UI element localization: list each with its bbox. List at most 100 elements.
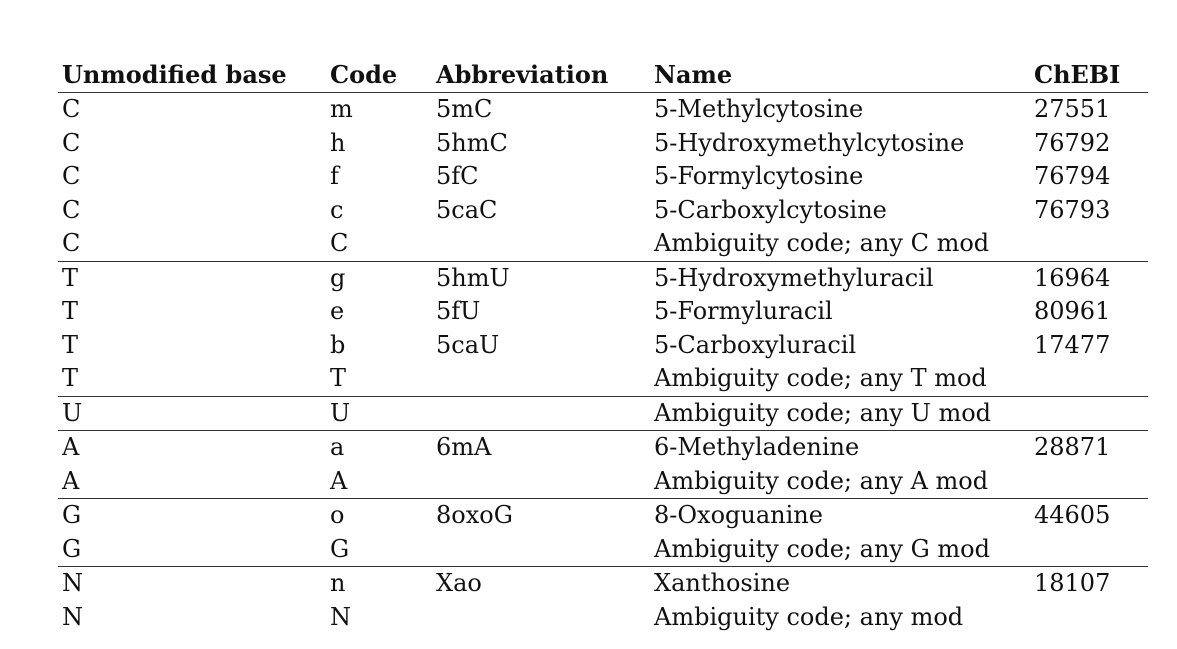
cell-code: n xyxy=(330,569,346,597)
cell-name: 5-Formylcytosine xyxy=(654,162,864,190)
cell-name: Xanthosine xyxy=(654,569,791,597)
cell-abbreviation: Xao xyxy=(436,569,482,597)
cell-code: a xyxy=(330,433,345,461)
cell-abbreviation: 5fU xyxy=(436,297,481,325)
cell-code: o xyxy=(330,501,345,529)
table-row: C m 5mC 5-Methylcytosine 27551 xyxy=(58,93,1148,127)
cell-unmodified-base: T xyxy=(62,330,79,359)
cell-name: Ambiguity code; any C mod xyxy=(650,227,1030,262)
header-name: Name xyxy=(650,58,1030,93)
table-row: T g 5hmU 5-Hydroxymethyluracil 16964 xyxy=(58,261,1148,295)
header-chebi: ChEBI xyxy=(1030,58,1148,93)
cell-unmodified-base: T xyxy=(62,297,79,325)
cell-abbreviation: 5mC xyxy=(436,95,493,123)
cell-chebi: 76793 xyxy=(1034,195,1111,224)
table-body: C m 5mC 5-Methylcytosine 27551 C h 5hmC … xyxy=(58,93,1148,635)
cell-name: Ambiguity code; any U mod xyxy=(650,396,1030,431)
cell-unmodified-base: G xyxy=(62,501,82,529)
cell-chebi xyxy=(1030,464,1148,499)
cell-code: m xyxy=(330,95,353,123)
cell-unmodified-base: G xyxy=(58,532,326,567)
cell-chebi: 28871 xyxy=(1034,433,1111,461)
header-code: Code xyxy=(326,58,432,93)
modified-base-table-container: Unmodified base Code Abbreviation Name C… xyxy=(58,58,1148,634)
table-row: T T Ambiguity code; any T mod xyxy=(58,362,1148,397)
cell-code: g xyxy=(330,263,346,292)
table-row: C f 5fC 5-Formylcytosine 76794 xyxy=(58,160,1148,194)
cell-abbreviation xyxy=(432,362,650,397)
cell-chebi: 76794 xyxy=(1034,162,1111,190)
cell-unmodified-base: N xyxy=(62,602,83,631)
cell-unmodified-base: C xyxy=(62,95,81,123)
cell-abbreviation xyxy=(432,227,650,262)
table-row: A A Ambiguity code; any A mod xyxy=(58,464,1148,499)
cell-chebi: 16964 xyxy=(1034,263,1111,292)
table-row: N N Ambiguity code; any mod xyxy=(58,601,1148,635)
table-row: C h 5hmC 5-Hydroxymethylcytosine 76792 xyxy=(58,127,1148,161)
cell-abbreviation xyxy=(432,464,650,499)
cell-unmodified-base: C xyxy=(62,128,81,157)
cell-name: Ambiguity code; any T mod xyxy=(650,362,1030,397)
cell-unmodified-base: U xyxy=(58,396,326,431)
cell-abbreviation: 5hmU xyxy=(436,263,510,292)
cell-chebi xyxy=(1030,532,1148,567)
cell-name: 8-Oxoguanine xyxy=(654,501,823,529)
header-abbreviation: Abbreviation xyxy=(432,58,650,93)
cell-unmodified-base: C xyxy=(58,227,326,262)
modified-base-table: Unmodified base Code Abbreviation Name C… xyxy=(58,58,1148,634)
cell-name: 5-Hydroxymethylcytosine xyxy=(654,128,965,157)
header-unmodified-base: Unmodified base xyxy=(58,58,326,93)
cell-chebi: 44605 xyxy=(1034,501,1111,529)
cell-chebi xyxy=(1030,227,1148,262)
cell-unmodified-base: N xyxy=(62,569,83,597)
header-row: Unmodified base Code Abbreviation Name C… xyxy=(58,58,1148,93)
cell-chebi: 17477 xyxy=(1034,330,1111,359)
cell-unmodified-base: C xyxy=(62,162,81,190)
cell-abbreviation: 6mA xyxy=(436,433,492,461)
table-row: C c 5caC 5-Carboxylcytosine 76793 xyxy=(58,194,1148,228)
cell-code: T xyxy=(326,362,432,397)
cell-name: 5-Formyluracil xyxy=(654,297,833,325)
cell-chebi: 18107 xyxy=(1034,569,1111,597)
cell-unmodified-base: A xyxy=(58,464,326,499)
cell-abbreviation: 8oxoG xyxy=(436,501,513,529)
cell-code: U xyxy=(326,396,432,431)
cell-chebi xyxy=(1030,362,1148,397)
cell-code: h xyxy=(330,128,346,157)
cell-code: c xyxy=(330,195,344,224)
cell-abbreviation xyxy=(432,601,650,635)
cell-code: b xyxy=(330,330,346,359)
cell-name: Ambiguity code; any A mod xyxy=(650,464,1030,499)
cell-abbreviation: 5fC xyxy=(436,162,479,190)
cell-unmodified-base: C xyxy=(62,195,81,224)
cell-unmodified-base: T xyxy=(58,362,326,397)
table-row: N n Xao Xanthosine 18107 xyxy=(58,567,1148,601)
cell-chebi xyxy=(1030,396,1148,431)
table-row: G G Ambiguity code; any G mod xyxy=(58,532,1148,567)
table-row: C C Ambiguity code; any C mod xyxy=(58,227,1148,262)
cell-name: 5-Carboxyluracil xyxy=(654,330,857,359)
cell-abbreviation xyxy=(432,532,650,567)
cell-abbreviation xyxy=(432,396,650,431)
cell-abbreviation: 5caC xyxy=(436,195,498,224)
cell-name: 5-Carboxylcytosine xyxy=(654,195,887,224)
cell-code: G xyxy=(326,532,432,567)
cell-name: 5-Hydroxymethyluracil xyxy=(654,263,934,292)
cell-name: 5-Methylcytosine xyxy=(654,95,864,123)
cell-chebi: 76792 xyxy=(1034,128,1111,157)
cell-chebi xyxy=(1030,601,1148,635)
cell-name: 6-Methyladenine xyxy=(654,433,860,461)
cell-abbreviation: 5caU xyxy=(436,330,500,359)
cell-code: e xyxy=(330,297,345,325)
cell-chebi: 80961 xyxy=(1034,297,1111,325)
table-row: U U Ambiguity code; any U mod xyxy=(58,396,1148,431)
cell-code: f xyxy=(330,162,339,190)
table-row: A a 6mA 6-Methyladenine 28871 xyxy=(58,431,1148,465)
table-row: G o 8oxoG 8-Oxoguanine 44605 xyxy=(58,499,1148,533)
table-row: T b 5caU 5-Carboxyluracil 17477 xyxy=(58,329,1148,363)
cell-unmodified-base: A xyxy=(62,433,80,461)
cell-unmodified-base: T xyxy=(62,263,79,292)
table-row: T e 5fU 5-Formyluracil 80961 xyxy=(58,295,1148,329)
table-header: Unmodified base Code Abbreviation Name C… xyxy=(58,58,1148,93)
cell-code: C xyxy=(326,227,432,262)
